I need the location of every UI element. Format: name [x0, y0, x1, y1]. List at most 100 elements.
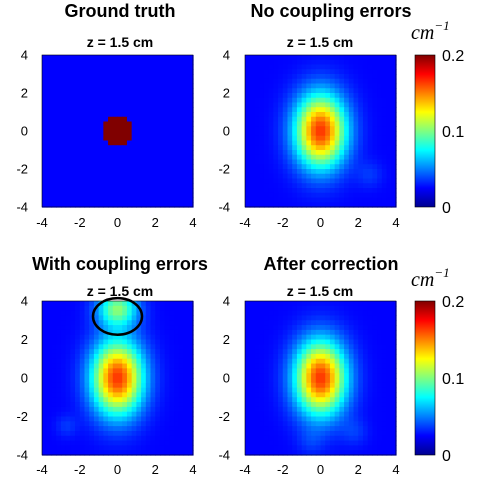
- heatmap-cell: [174, 126, 180, 132]
- heatmap-cell: [42, 416, 48, 422]
- heatmap-cell: [126, 164, 133, 170]
- heatmap-cell: [79, 64, 86, 70]
- heatmap-cell: [145, 392, 152, 398]
- heatmap-cell: [51, 301, 57, 307]
- heatmap-cell: [112, 131, 119, 137]
- heatmap-cell: [98, 197, 104, 203]
- heatmap-cell: [169, 373, 175, 379]
- heatmap-cell: [112, 373, 119, 379]
- heatmap-cell: [259, 416, 265, 422]
- heatmap-cell: [178, 55, 185, 61]
- heatmap-cell: [51, 315, 57, 321]
- heatmap-cell: [178, 102, 185, 108]
- heatmap-cell: [315, 368, 322, 374]
- heatmap-cell: [353, 353, 359, 360]
- heatmap-cell: [339, 135, 345, 142]
- heatmap-cell: [339, 188, 345, 194]
- heatmap-cell: [117, 107, 123, 113]
- heatmap-cell: [320, 392, 326, 398]
- heatmap-cell: [159, 440, 166, 446]
- heatmap-cell: [98, 329, 104, 336]
- heatmap-cell: [311, 411, 317, 418]
- heatmap-cell: [301, 421, 307, 427]
- heatmap-cell: [56, 116, 62, 123]
- heatmap-cell: [358, 59, 364, 66]
- heatmap-cell: [254, 315, 260, 321]
- heatmap-cell: [320, 315, 326, 321]
- heatmap-cell: [344, 305, 350, 312]
- heatmap-cell: [159, 131, 166, 137]
- heatmap-cell: [84, 97, 90, 104]
- heatmap-cell: [263, 416, 270, 422]
- heatmap-cell: [296, 140, 303, 146]
- heatmap-cell: [325, 154, 331, 161]
- heatmap-cell: [254, 164, 260, 170]
- heatmap-cell: [178, 445, 185, 451]
- heatmap-cell: [301, 192, 307, 199]
- heatmap-cell: [174, 397, 180, 403]
- heatmap-cell: [75, 378, 81, 384]
- heatmap-cell: [103, 116, 109, 123]
- heatmap-cell: [183, 116, 189, 123]
- heatmap-cell: [367, 116, 374, 123]
- heatmap-cell: [42, 392, 48, 398]
- heatmap-cell: [301, 159, 307, 165]
- heatmap-cell: [108, 102, 114, 108]
- heatmap-cell: [126, 188, 133, 194]
- heatmap-cell: [386, 368, 392, 374]
- heatmap-cell: [301, 301, 307, 307]
- heatmap-cell: [60, 135, 67, 142]
- heatmap-cell: [122, 131, 128, 137]
- heatmap-cell: [131, 59, 137, 66]
- heatmap-cell: [372, 310, 378, 317]
- heatmap-cell: [155, 435, 161, 442]
- heatmap-cell: [159, 430, 166, 437]
- heatmap-cell: [377, 197, 383, 203]
- heatmap-cell: [362, 121, 369, 127]
- heatmap-cell: [159, 315, 166, 321]
- heatmap-cell: [320, 310, 326, 317]
- heatmap-cell: [358, 93, 364, 99]
- heatmap-cell: [155, 358, 161, 365]
- heatmap-cell: [131, 310, 137, 317]
- heatmap-cell: [391, 416, 397, 422]
- heatmap-cell: [278, 329, 284, 336]
- heatmap-cell: [362, 112, 369, 118]
- heatmap-cell: [103, 363, 109, 369]
- heatmap-cell: [93, 310, 100, 317]
- heatmap-cell: [84, 112, 90, 118]
- heatmap-cell: [98, 64, 104, 70]
- heatmap-cell: [159, 116, 166, 123]
- heatmap-cell: [339, 426, 345, 432]
- heatmap-cell: [344, 387, 350, 394]
- heatmap-cell: [339, 329, 345, 336]
- heatmap-cell: [292, 154, 298, 161]
- heatmap-cell: [56, 445, 62, 451]
- heatmap-cell: [287, 169, 293, 175]
- heatmap-cell: [372, 440, 378, 446]
- heatmap-cell: [381, 97, 388, 104]
- heatmap-cell: [372, 59, 378, 66]
- heatmap-cell: [42, 430, 48, 437]
- heatmap-cell: [353, 378, 359, 384]
- heatmap-cell: [89, 450, 95, 456]
- heatmap-cell: [46, 353, 53, 360]
- heatmap-cell: [131, 382, 137, 389]
- heatmap-cell: [372, 416, 378, 422]
- heatmap-cell: [98, 154, 104, 161]
- heatmap-cell: [141, 382, 147, 389]
- heatmap-cell: [79, 373, 86, 379]
- heatmap-cell: [278, 93, 284, 99]
- heatmap-cell: [75, 305, 81, 312]
- heatmap-cell: [60, 382, 67, 389]
- heatmap-cell: [329, 349, 336, 355]
- heatmap-cell: [296, 440, 303, 446]
- heatmap-cell: [84, 173, 90, 180]
- heatmap-cell: [126, 192, 133, 199]
- heatmap-cell: [325, 173, 331, 180]
- heatmap-cell: [141, 140, 147, 146]
- heatmap-cell: [348, 363, 355, 369]
- heatmap-cell: [174, 88, 180, 94]
- heatmap-cell: [150, 64, 156, 70]
- heatmap-cell: [259, 116, 265, 123]
